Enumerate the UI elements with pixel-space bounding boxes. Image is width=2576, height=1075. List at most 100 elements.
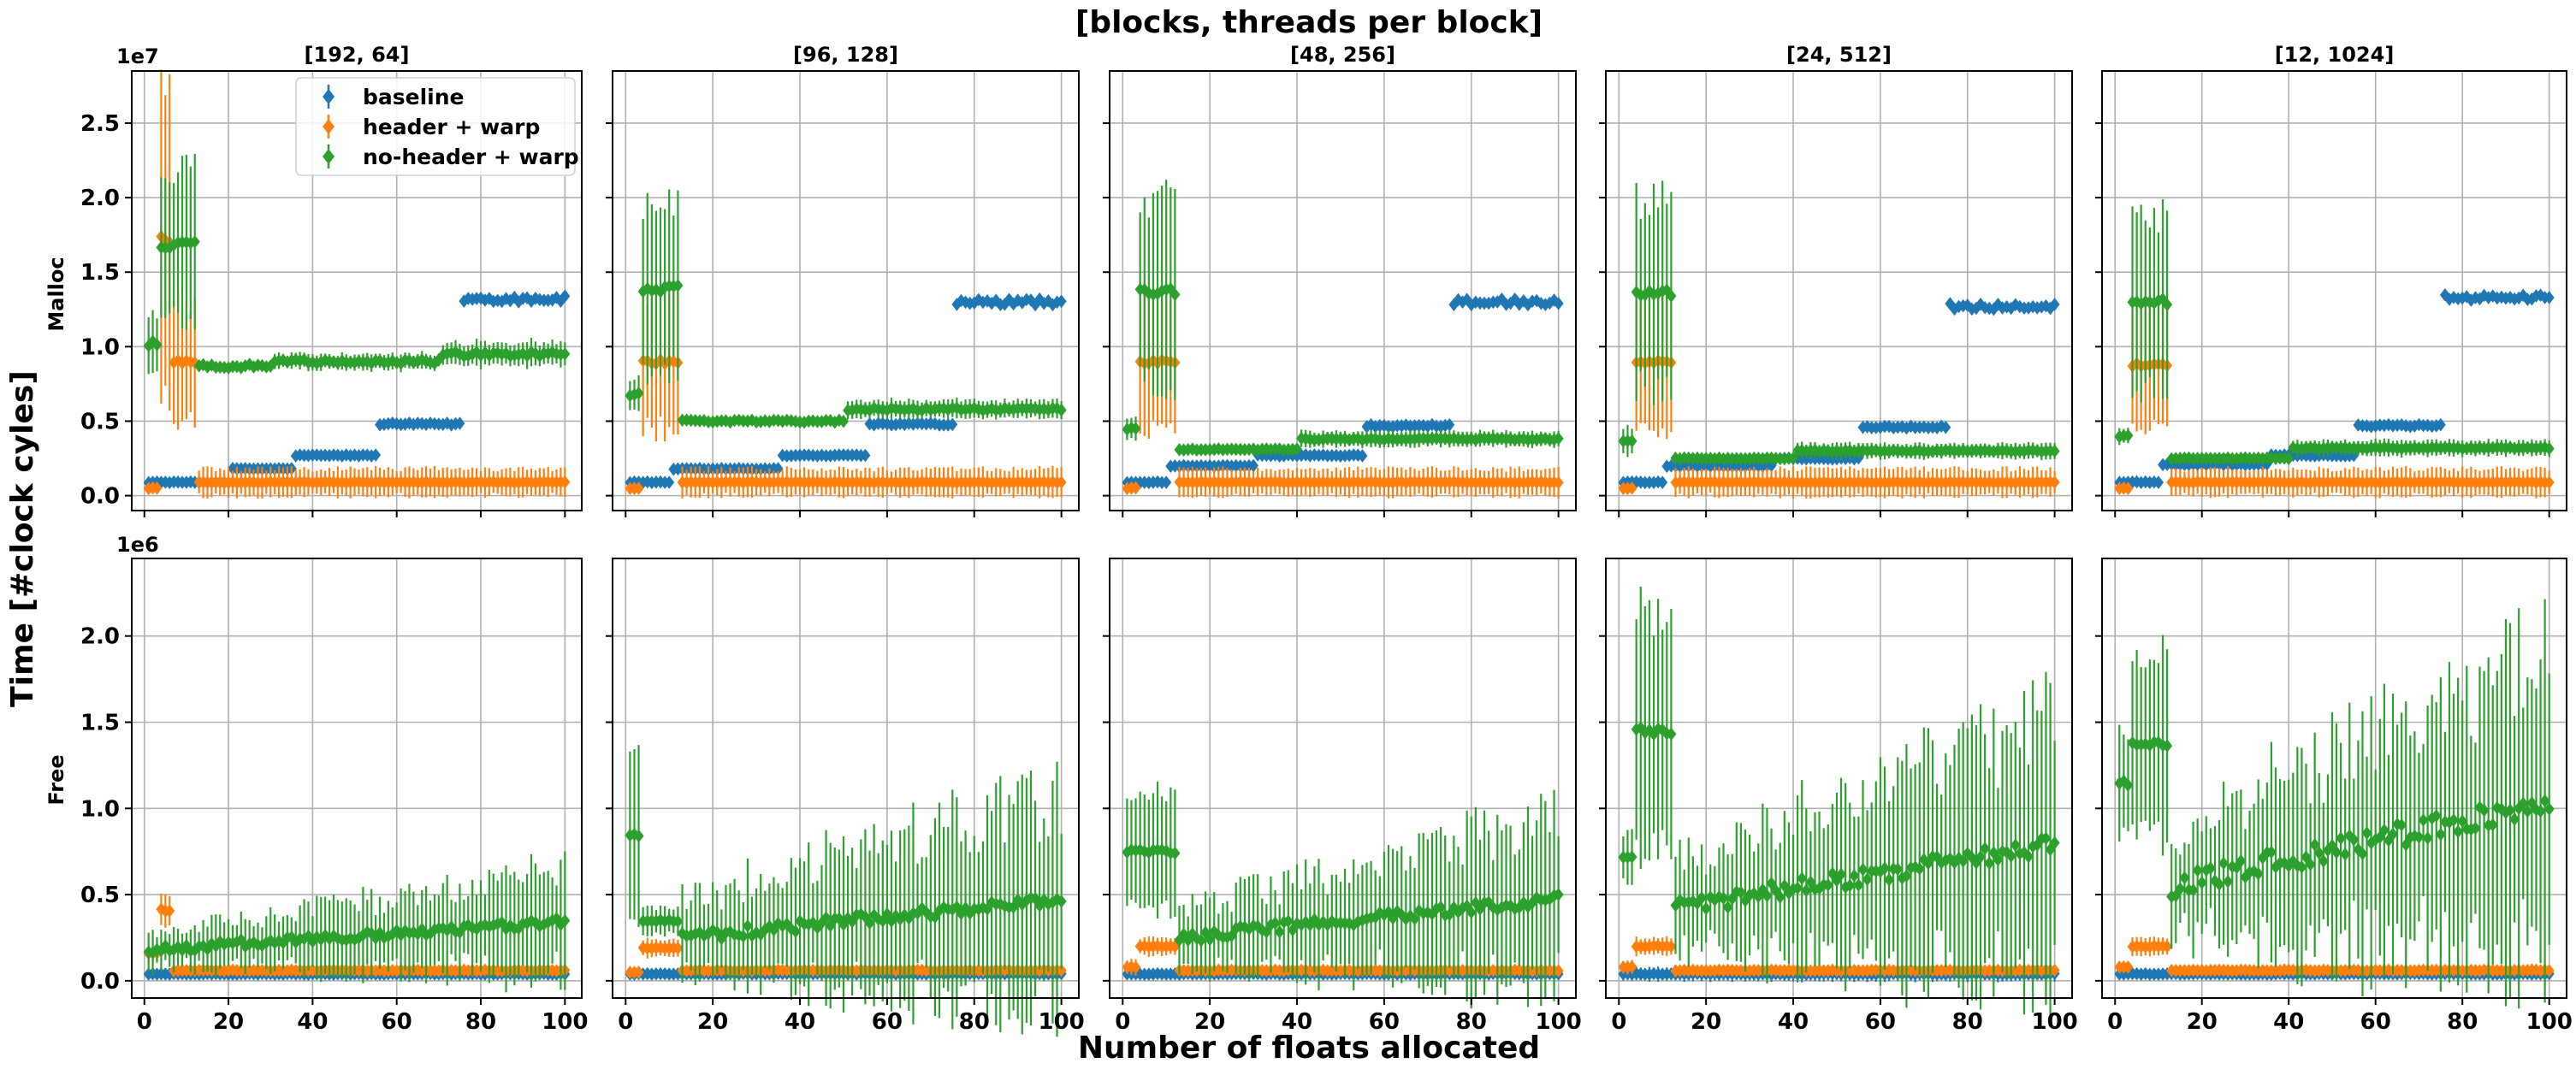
- series-2-r2c2: [625, 745, 1067, 1037]
- point-r1c2-0-97: [1047, 298, 1058, 312]
- point-r1c3-0-78: [1461, 292, 1472, 306]
- point-r1c4-2-68: [1914, 444, 1925, 458]
- point-r1c2-0-79: [968, 296, 980, 310]
- point-r1c1-2-33: [281, 355, 293, 369]
- point-r1c1-0-92: [530, 292, 541, 305]
- point-r1c2-2-68: [921, 401, 932, 415]
- point-r1c3-0-99: [1553, 297, 1564, 310]
- point-r1c4-2-99: [2049, 444, 2060, 458]
- point-r2c2-1-99: [1056, 963, 1067, 978]
- series-0-r1c2: [625, 292, 1067, 490]
- column-title-1: [192, 64]: [305, 43, 410, 67]
- point-r1c1-0-74: [454, 416, 465, 430]
- point-r1c1-0-84: [496, 294, 507, 309]
- point-r1c1-2-69: [433, 352, 444, 367]
- point-r1c5-0-83: [2474, 292, 2485, 306]
- axes-frame-r2c2: [612, 558, 1080, 999]
- point-r1c3-2-11: [1170, 287, 1181, 302]
- point-r1c5-0-74: [2435, 417, 2446, 432]
- point-r1c3-0-79: [1466, 298, 1477, 312]
- series-0-r1c1: [143, 289, 571, 490]
- column-title-5: [12, 1024]: [2275, 43, 2395, 67]
- y-tick-label-r1c1-3: 1.5: [80, 260, 120, 286]
- point-r1c5-2-2: [2123, 428, 2134, 443]
- point-r1c2-0-92: [1025, 293, 1036, 307]
- series-2-r1c1: [143, 154, 571, 375]
- malloc-offset-label: 1e7: [116, 44, 159, 68]
- point-r1c5-0-88: [2496, 290, 2507, 304]
- point-r2c3-2-34: [1270, 916, 1281, 930]
- point-r1c2-2-99: [1056, 403, 1067, 417]
- point-r1c2-2-49: [838, 414, 849, 428]
- x-tick-label-r2c1-5: 100: [542, 1009, 588, 1035]
- point-r1c5-2-5: [2135, 297, 2147, 310]
- x-tick-label-r2c3-3: 60: [1369, 1009, 1400, 1035]
- figure-title: [blocks, threads per block]: [1075, 5, 1543, 40]
- column-title-3: [48, 256]: [1290, 43, 1395, 67]
- y-tick-label-r2c1-0: 0.0: [80, 969, 120, 995]
- point-r2c4-1-2: [1626, 960, 1637, 974]
- point-r1c1-2-5: [164, 240, 175, 255]
- point-r1c1-0-99: [560, 289, 571, 304]
- point-r1c5-2-39: [2283, 452, 2295, 465]
- y-tick-label-r2c1-2: 1.0: [80, 796, 120, 822]
- series-2-r2c4: [1618, 586, 2060, 1017]
- point-r2c3-1-2: [1130, 960, 1141, 974]
- free-offset-label: 1e6: [116, 533, 159, 557]
- y-tick-label-r1c1-0: 0.0: [80, 484, 120, 510]
- y-tick-label-r1c1-5: 2.5: [80, 111, 120, 137]
- point-r1c3-2-4: [1139, 282, 1150, 297]
- point-r1c2-0-84: [991, 293, 1002, 307]
- point-r1c1-2-73: [450, 345, 461, 359]
- y-tick-label-r1c1-4: 2.0: [80, 186, 120, 211]
- point-r1c1-1-99: [560, 475, 571, 489]
- point-r2c2-2-38: [790, 924, 801, 938]
- point-r1c5-0-99: [2543, 291, 2555, 304]
- point-r1c1-0-54: [370, 448, 382, 462]
- y-tick-label-r1c1-1: 0.5: [80, 409, 120, 434]
- series-1-r1c2: [625, 285, 1067, 499]
- panel-r2c1: 0 20 40 60 80 100 0.0 0.5 1.0 1.5 2.0: [80, 558, 588, 1035]
- point-r1c2-0-96: [1043, 294, 1054, 308]
- point-r1c5-0-86: [2487, 289, 2498, 303]
- x-tick-label-r2c1-3: 60: [382, 1009, 412, 1035]
- x-tick-label-r2c2-5: 100: [1038, 1009, 1084, 1035]
- point-r1c2-0-99: [1056, 294, 1067, 309]
- point-r2c1-1-5: [164, 904, 175, 918]
- point-r1c2-2-2: [633, 386, 644, 400]
- point-r1c2-2-22: [720, 414, 731, 428]
- axes-frame-r1c3: [1109, 70, 1577, 511]
- point-r1c2-2-98: [1051, 401, 1063, 416]
- y-tick-label-r2c1-3: 1.5: [80, 710, 120, 735]
- x-tick-label-r2c2-0: 0: [618, 1009, 633, 1035]
- panel-r2c3: 0 20 40 60 80 100: [1103, 558, 1582, 1035]
- panel-r2c4: 0 20 40 60 80 100: [1599, 558, 2078, 1035]
- point-r1c5-2-10: [2158, 292, 2169, 306]
- point-r1c4-2-5: [1639, 287, 1650, 302]
- point-r1c2-2-28: [746, 413, 757, 428]
- point-r1c4-1-99: [2049, 475, 2060, 489]
- point-r1c3-0-54: [1357, 449, 1368, 463]
- point-r1c4-0-73: [1936, 419, 1947, 434]
- point-r1c2-0-76: [956, 293, 967, 308]
- point-r1c2-0-89: [1012, 293, 1023, 307]
- row-label-free: Free: [44, 754, 68, 805]
- point-r2c2-2-27: [742, 918, 753, 933]
- point-r1c4-0-90: [2010, 298, 2021, 312]
- panel-r2c2: 0 20 40 60 80 100: [606, 558, 1085, 1037]
- point-r1c3-0-55: [1361, 420, 1372, 434]
- point-r1c2-0-34: [773, 462, 784, 475]
- point-r1c1-2-64: [412, 354, 423, 369]
- point-r1c3-0-92: [1522, 298, 1533, 312]
- point-r1c2-0-9: [664, 475, 675, 489]
- point-r2c3-2-72: [1436, 901, 1447, 914]
- point-r2c3-2-11: [1170, 846, 1181, 860]
- point-r1c1-1-2: [151, 481, 163, 495]
- point-r1c5-2-82: [2470, 441, 2481, 456]
- point-r1c1-2-91: [526, 345, 537, 359]
- point-r1c3-0-9: [1161, 475, 1172, 489]
- series-1-r1c1: [143, 69, 571, 499]
- point-r1c1-2-2: [151, 338, 163, 352]
- panel-r1c3: [1103, 70, 1577, 517]
